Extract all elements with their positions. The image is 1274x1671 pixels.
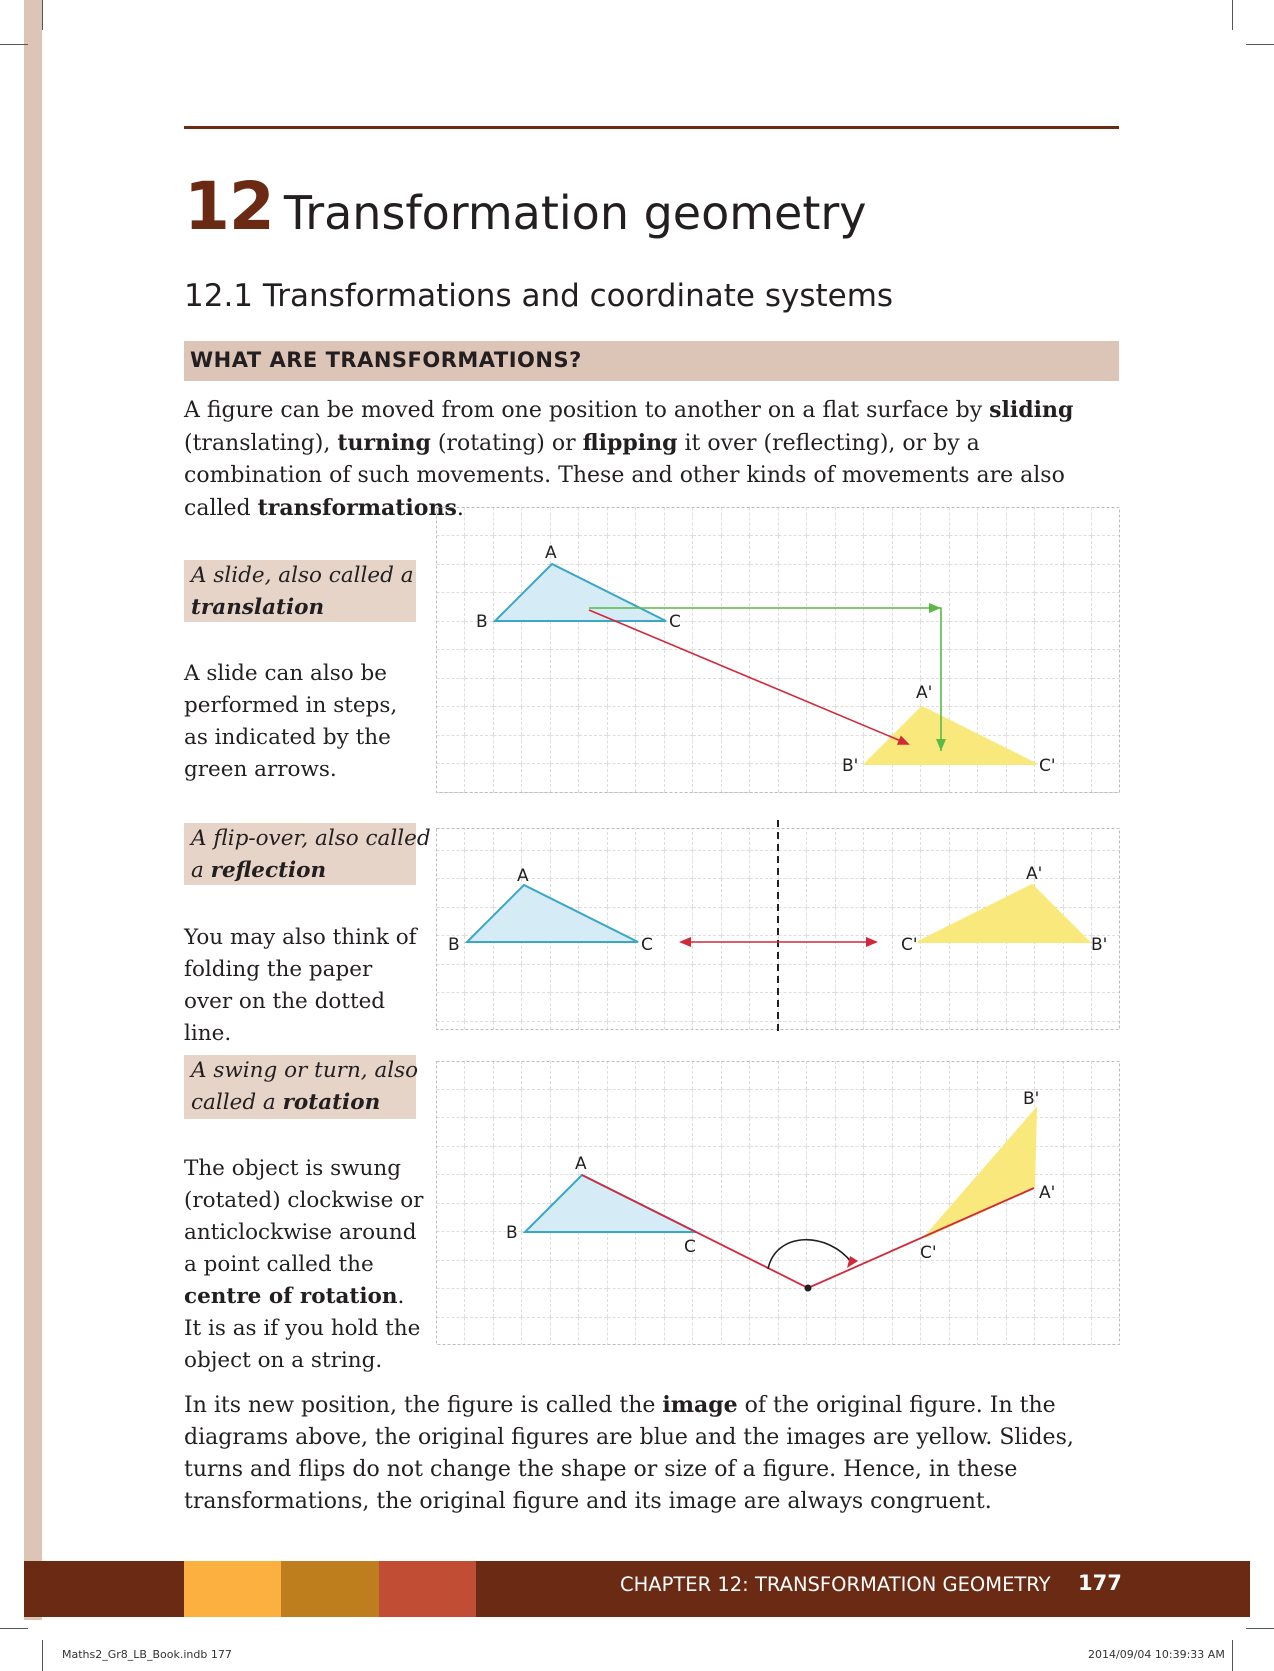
intro-paragraph: A figure can be moved from one position … [184,394,1114,525]
conclusion-paragraph: In its new position, the figure is calle… [184,1389,1114,1518]
footer-color-swatch [379,1561,476,1617]
term-flipping: flipping [582,430,678,456]
grid [436,1061,1120,1345]
box-heading-background [184,341,1119,381]
step-arrowhead [929,603,941,613]
flip-label-box: A flip-over, also called a reflection [184,823,431,887]
print-slug-file: Maths2_Gr8_LB_Book.indb 177 [62,1648,232,1661]
term-translation: translation [191,595,325,620]
point-label-a: A [517,866,529,886]
reflection-diagram: A B C A' B' C' [436,820,1120,1034]
flip-label-prefix: a [191,858,211,883]
conclusion-text: of the original figure. In the diagrams … [184,1393,1074,1514]
point-label-c: C [684,1237,696,1257]
point-label-c: C [669,612,681,632]
crop-mark [1232,0,1233,30]
point-label-b: B [448,935,460,955]
image-triangle [917,883,1092,943]
turn-description: The object is swung (rotated) clockwise … [184,1153,424,1377]
conclusion-text: In its new position, the figure is calle… [184,1393,663,1418]
point-label-a-prime: A' [1039,1183,1055,1203]
chapter-number: 12 [184,168,275,245]
image-triangle [862,705,1037,765]
rotation-arc [767,1238,853,1270]
intro-text: (rotating) or [430,431,583,456]
slide-label-term: translation [184,592,416,624]
translation-diagram: A B C A' B' C' [436,507,1120,793]
print-slug-date: 2014/09/04 10:39:33 AM [1088,1648,1225,1661]
flip-description: You may also think of folding the paper … [184,925,417,1046]
crop-mark [1246,44,1274,45]
term-image: image [662,1392,738,1418]
flip-label-term: a reflection [184,855,416,887]
page-edge-band [24,0,42,1620]
point-label-b-prime: B' [1091,935,1107,955]
term-sliding: sliding [989,397,1074,423]
point-label-b: B [506,1223,518,1243]
point-label-a-prime: A' [1026,864,1042,884]
term-transformations: transformations [257,495,457,521]
crop-mark [42,0,43,30]
crop-mark [1232,1640,1233,1671]
turn-label-box: A swing or turn, also called a rotation [184,1055,419,1119]
footer-color-swatch [281,1561,379,1617]
turn-desc-text: The object is swung (rotated) clockwise … [184,1156,424,1277]
term-centre-of-rotation: centre of rotation [184,1284,398,1309]
chapter-heading: 12 Transformation geometry [184,168,867,245]
slide-label-line: A slide, also called a [191,563,414,588]
point-label-b-prime: B' [1023,1089,1039,1109]
slide-description: A slide can also be performed in steps, … [184,661,398,782]
point-label-c-prime: C' [901,935,918,955]
turn-label-line: A swing or turn, also [191,1058,419,1083]
section-heading: 12.1 Transformations and coordinate syst… [184,278,894,314]
turn-label-term: called a rotation [184,1087,416,1119]
point-label-c-prime: C' [920,1243,937,1263]
point-label-b-prime: B' [842,756,858,776]
point-label-c: C [641,935,653,955]
crop-mark [0,1628,28,1629]
slide-label-box: A slide, also called a translation [184,560,416,622]
step-arrowhead [936,739,946,751]
top-rule [184,126,1119,129]
original-triangle [492,562,667,622]
intro-text: (translating), [184,431,338,456]
turn-desc-text: . It is as if you hold the object on a s… [184,1284,421,1373]
intro-text: it over (reflecting), or by a combinatio… [184,431,1065,521]
term-rotation: rotation [282,1090,381,1115]
turn-label-prefix: called a [191,1090,283,1115]
crop-mark [1246,1628,1274,1629]
point-label-a-prime: A' [916,683,932,703]
point-label-c-prime: C' [1039,756,1056,776]
slide-arrow [588,609,910,745]
page-number: 177 [1078,1571,1122,1595]
original-triangle [464,883,639,943]
term-reflection: reflection [210,858,327,883]
point-label-a: A [575,1154,587,1174]
crop-mark [42,1640,43,1671]
flip-label-line: A flip-over, also called [191,826,431,851]
rotation-diagram: A B C A' B' C' [436,1061,1120,1345]
point-label-a: A [545,543,557,563]
grid [436,507,1120,793]
footer-chapter-title: CHAPTER 12: TRANSFORMATION GEOMETRY [620,1573,1051,1596]
intro-text: A figure can be moved from one position … [184,398,990,423]
point-label-b: B [476,612,488,632]
centre-of-rotation [804,1284,812,1292]
chapter-title: Transformation geometry [283,186,867,240]
term-turning: turning [337,430,431,456]
box-heading: WHAT ARE TRANSFORMATIONS? [190,348,582,372]
crop-mark [0,44,28,45]
rotation-arc-arrowhead [847,1256,858,1268]
footer-color-swatch [184,1561,281,1617]
